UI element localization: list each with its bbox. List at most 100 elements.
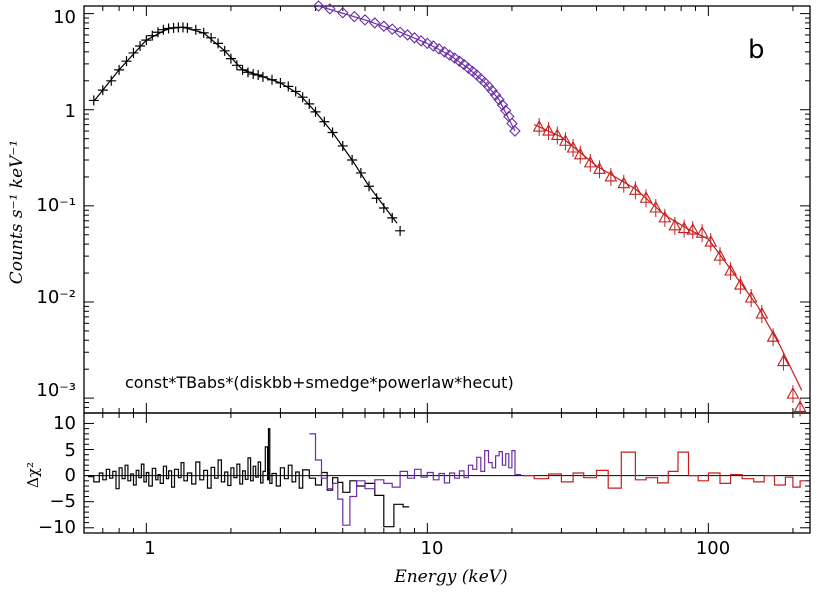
data-point	[114, 64, 125, 75]
data-point	[386, 23, 399, 35]
data-point	[206, 32, 217, 43]
data-point	[378, 203, 389, 214]
data-point	[486, 84, 498, 97]
data-point	[489, 89, 502, 101]
data-point	[219, 45, 230, 56]
data-point	[242, 67, 253, 78]
data-point	[283, 81, 294, 92]
data-point	[275, 77, 286, 88]
data-point	[147, 30, 158, 41]
x-tick-label-100: 100	[696, 538, 730, 559]
y-tick-label-0.01: 10⁻²	[36, 287, 76, 308]
data-point	[427, 40, 440, 52]
residual-step-2	[523, 451, 807, 489]
data-point	[499, 104, 512, 117]
data-point	[198, 27, 209, 38]
data-point	[364, 181, 375, 192]
data-point	[327, 127, 338, 138]
y-tick-label-1: 1	[65, 101, 76, 122]
residual-steps	[88, 428, 807, 528]
data-point	[387, 212, 398, 223]
residual-step-1	[309, 433, 521, 526]
data-point	[462, 62, 475, 75]
data-point	[257, 71, 268, 82]
data-point	[371, 193, 382, 204]
data-points	[88, 0, 807, 417]
data-point	[337, 140, 348, 151]
y-axis-title: Counts s⁻¹ keV⁻¹	[7, 140, 27, 284]
top-panel-frame	[83, 5, 811, 414]
x-tick-label-10: 10	[421, 538, 444, 559]
data-point	[319, 116, 330, 127]
res-tick-label-0: 0	[65, 465, 76, 486]
panel-letter: b	[748, 35, 765, 65]
data-point	[509, 125, 521, 137]
model-curve-0	[93, 26, 398, 224]
data-point	[106, 75, 117, 86]
data-point	[248, 69, 259, 80]
data-point	[225, 53, 236, 64]
data-point	[438, 46, 451, 58]
data-point	[312, 0, 325, 12]
data-point	[496, 99, 509, 111]
data-point	[213, 38, 224, 49]
data-point	[121, 56, 132, 67]
data-point	[310, 106, 321, 117]
data-point	[135, 41, 146, 52]
data-point	[128, 47, 139, 58]
data-point	[433, 43, 445, 55]
y-tick-label-0.1: 10⁻¹	[36, 195, 76, 216]
data-point	[304, 98, 315, 109]
data-point	[97, 85, 108, 96]
data-point	[395, 225, 406, 236]
x-tick-labels: 1 10 100	[144, 538, 730, 559]
data-point	[348, 10, 361, 23]
data-point	[453, 55, 466, 67]
res-tick-label-minus10: −10	[38, 517, 76, 538]
data-point	[394, 26, 406, 39]
data-point	[231, 60, 242, 71]
data-point	[421, 37, 434, 50]
data-point	[88, 95, 99, 106]
model-curve-1	[318, 5, 516, 132]
data-point	[347, 154, 358, 165]
data-point	[190, 24, 201, 35]
y-tick-label-10: 10	[53, 7, 76, 28]
data-point	[290, 86, 301, 97]
residual-y-tick-labels: 10 5 0 −5 −10	[38, 413, 76, 538]
data-point	[182, 22, 193, 33]
data-point	[324, 3, 336, 15]
data-point	[443, 49, 456, 61]
data-point	[401, 29, 414, 41]
residual-y-axis-title: Δχ²	[24, 462, 42, 488]
res-tick-label-10: 10	[53, 413, 76, 434]
x-axis-title: Energy (keV)	[393, 567, 507, 587]
data-point	[415, 35, 427, 47]
data-point	[152, 27, 163, 38]
data-point	[237, 64, 248, 75]
data-point	[266, 74, 277, 85]
x-axis-ticks	[83, 6, 794, 533]
model-curve-2	[533, 124, 803, 391]
data-point	[297, 92, 308, 103]
model-label: const*TBabs*(diskbb+smedge*powerlaw*hecu…	[125, 373, 514, 392]
residual-panel-frame	[83, 412, 811, 534]
data-point	[336, 7, 349, 19]
data-point	[158, 24, 169, 35]
data-point	[408, 32, 421, 44]
model-curves	[93, 5, 803, 391]
top-y-tick-labels: 10 1 10⁻¹ 10⁻² 10⁻³	[36, 7, 76, 401]
res-tick-label-5: 5	[65, 440, 76, 461]
top-axis-ticks	[84, 13, 810, 414]
x-tick-label-1: 1	[144, 538, 155, 559]
data-point	[378, 20, 390, 32]
residual-step-0	[88, 428, 410, 528]
data-point	[141, 35, 152, 46]
res-tick-label-minus5: −5	[49, 491, 76, 512]
data-point	[368, 17, 381, 29]
y-tick-label-0.001: 10⁻³	[36, 380, 76, 401]
data-point	[493, 93, 505, 106]
data-point	[253, 69, 264, 80]
data-point	[355, 167, 366, 178]
